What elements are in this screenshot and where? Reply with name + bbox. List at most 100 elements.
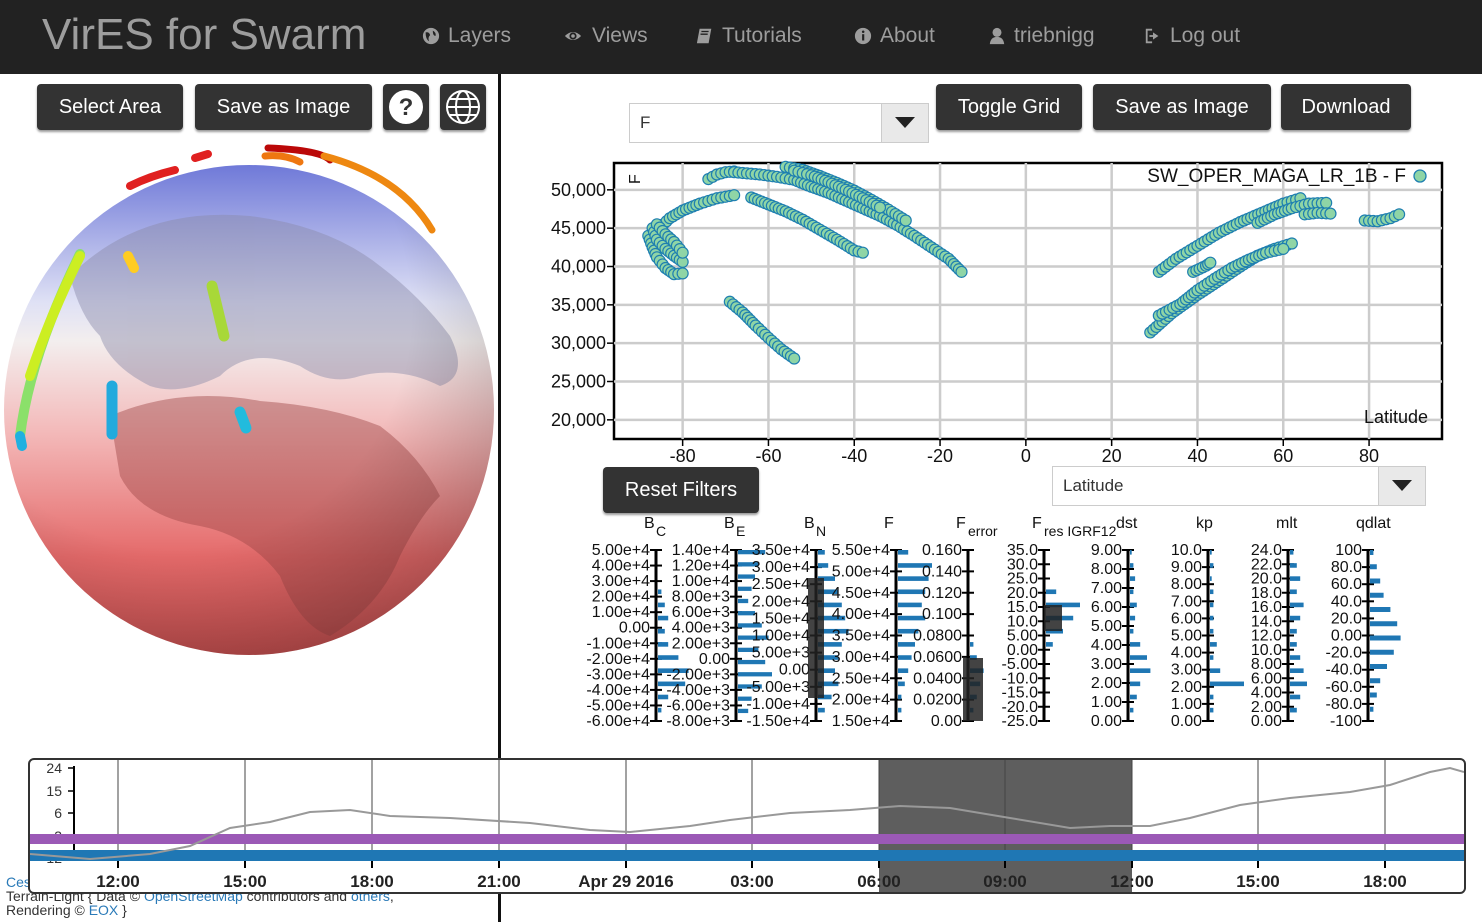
cesium-link[interactable]: Ces: [6, 874, 31, 890]
filter-panel[interactable]: F 5.50e+4 5.00e+4 4.50e+4 4.00e+4 3.50e+4 3.00…: [832, 515, 932, 730]
data-point: [1320, 196, 1333, 209]
histogram-bar: [738, 672, 772, 677]
filter-tick-label: -6.00e+4: [586, 713, 650, 730]
nav-views-label: Views: [592, 24, 648, 47]
navbar: VirES for Swarm Layers Views Tutorials A…: [0, 0, 1482, 74]
nav-views[interactable]: Views: [562, 24, 648, 48]
histogram-bar: [1370, 649, 1394, 655]
brush-selection-bn[interactable]: [808, 578, 824, 698]
histogram-bar: [1370, 635, 1401, 641]
scatter-plot[interactable]: 20,000 25,000 30,000 35,000 40,000 45,000 50,0…: [540, 160, 1450, 465]
select-area-button[interactable]: Select Area: [37, 84, 183, 130]
filter-tick-label: 6.00: [1091, 599, 1122, 616]
nav-logout[interactable]: Log out: [1144, 24, 1240, 48]
app-brand[interactable]: VirES for Swarm: [42, 10, 367, 59]
histogram-bar: [738, 586, 752, 591]
filter-tick-label: 0.0600: [913, 649, 962, 666]
purple-band[interactable]: [30, 834, 1464, 844]
filter-panel[interactable]: mlt 24.022.020.018.016.014.012.010.08.006…: [1251, 515, 1307, 730]
filter-tick-label: 4.50e+4: [832, 585, 890, 602]
histogram-bar: [1290, 668, 1304, 673]
nav-tutorials[interactable]: Tutorials: [696, 24, 802, 48]
globe-icon: [446, 90, 480, 124]
x-tick-label: 80: [1359, 446, 1379, 465]
panel-divider[interactable]: [498, 74, 501, 922]
filter-title: mlt: [1276, 515, 1298, 532]
filter-tick-label: 8.00e+3: [672, 589, 730, 606]
nav-layers[interactable]: Layers: [422, 24, 511, 48]
reset-filters-button[interactable]: Reset Filters: [603, 467, 759, 513]
filter-tick-label: 0.140: [922, 563, 962, 580]
toggle-grid-button[interactable]: Toggle Grid: [936, 84, 1082, 130]
brush-selection-fres[interactable]: [1044, 605, 1062, 631]
filter-tick-label: 5.50e+4: [832, 542, 890, 559]
filter-tick-label: 5.00e+3: [752, 645, 810, 662]
filter-tick-label: 0.00: [1091, 713, 1122, 730]
histogram-bar: [658, 694, 669, 700]
filter-tick-label: -2.00e+4: [586, 651, 650, 668]
histogram-bar: [1130, 681, 1141, 687]
filter-panel[interactable]: kp 10.09.008.007.006.005.004.003.002.001.…: [1171, 515, 1244, 730]
blue-band[interactable]: [30, 850, 1464, 861]
filter-panel[interactable]: dst 9.00 8.00 7.00 6.00 5.00 4.00 3.00 2.00 1.00 0…: [1091, 515, 1151, 730]
nav-about[interactable]: About: [854, 24, 935, 48]
filter-tick-label: -1.00e+4: [586, 635, 650, 652]
data-point: [676, 267, 689, 280]
projection-toggle-button[interactable]: [440, 84, 486, 130]
histogram-bar: [1370, 578, 1381, 584]
histogram-bar: [1370, 678, 1381, 684]
filter-tick-label: 8.00: [1091, 561, 1122, 578]
timeline-tick-label: 15:00: [223, 872, 266, 891]
filter-tick-label: 2.00: [1251, 699, 1282, 716]
x-tick-label: -20: [927, 446, 953, 465]
histogram-bar: [898, 668, 909, 673]
timeline[interactable]: 12:00 15:00 18:00 21:00 Apr 29 2016 03:00 06:0…: [28, 758, 1466, 894]
filter-tick-label: -40.0: [1326, 662, 1363, 679]
filter-tick-label: 1.40e+4: [672, 542, 730, 559]
histogram-bar: [658, 681, 686, 687]
y-parameter-select[interactable]: F: [629, 103, 929, 143]
x-parameter-select[interactable]: Latitude: [1052, 466, 1426, 506]
x-tick-label: -60: [755, 446, 781, 465]
filter-panels[interactable]: B C5.00e+44.00e+43.00e+42.00e+41.00e+40.0…: [560, 510, 1460, 735]
histogram-bar: [818, 628, 849, 634]
filter-tick-label: -4.00e+4: [586, 682, 650, 699]
histogram-bar: [1290, 550, 1294, 555]
download-button[interactable]: Download: [1281, 84, 1411, 130]
histogram-bar: [1130, 602, 1137, 608]
histogram-bar: [818, 668, 835, 673]
globe-view[interactable]: [0, 136, 498, 661]
satellite-tracks: [15, 144, 436, 451]
histogram-bar: [1130, 589, 1134, 595]
filter-tick-label: 1.50e+4: [752, 610, 810, 627]
histogram-bar: [738, 659, 766, 665]
histogram-bar: [1130, 628, 1134, 634]
brush-selection-ferror[interactable]: [963, 658, 983, 721]
filter-tick-label: -25.0: [1002, 713, 1039, 730]
filter-panel[interactable]: qdlat 10080.060.040.020.00.00-20.0-40.0-6…: [1326, 515, 1401, 730]
timeline-tick-label: 18:00: [1363, 872, 1406, 891]
timeline-chart[interactable]: 12:00 15:00 18:00 21:00 Apr 29 2016 03:00 06:0…: [30, 760, 1464, 892]
timeline-y-tick-label: 6: [54, 805, 62, 821]
histogram-bar: [738, 562, 759, 567]
histogram-bar: [1210, 576, 1212, 581]
filter-panel[interactable]: B C 5.00e+44.00e+43.00e+42.00e+41.00e+40.0…: [586, 515, 689, 730]
filter-tick-label: -5.00: [1002, 656, 1039, 673]
globe-save-image-button[interactable]: Save as Image: [195, 84, 372, 130]
eox-link[interactable]: EOX: [88, 902, 119, 918]
y-tick-label: 20,000: [551, 410, 606, 430]
filter-tick-label: 10.0: [1171, 542, 1202, 559]
filter-tick-label: -5.00e+3: [746, 679, 810, 696]
filter-panel[interactable]: B E 1.40e+41.20e+41.00e+48.00e+36.00e+34.0…: [666, 515, 772, 730]
filter-tick-label: 80.0: [1331, 559, 1362, 576]
nav-user[interactable]: triebnigg: [988, 24, 1095, 48]
y-axis: 20,000 25,000 30,000 35,000 40,000 45,000 50,0…: [551, 180, 614, 430]
plot-save-image-button[interactable]: Save as Image: [1093, 84, 1271, 130]
help-button[interactable]: ?: [383, 84, 429, 130]
histogram-bar: [1290, 563, 1297, 568]
filter-subscript: E: [736, 523, 745, 539]
data-point: [1285, 237, 1298, 250]
histogram-bar: [1046, 602, 1080, 608]
